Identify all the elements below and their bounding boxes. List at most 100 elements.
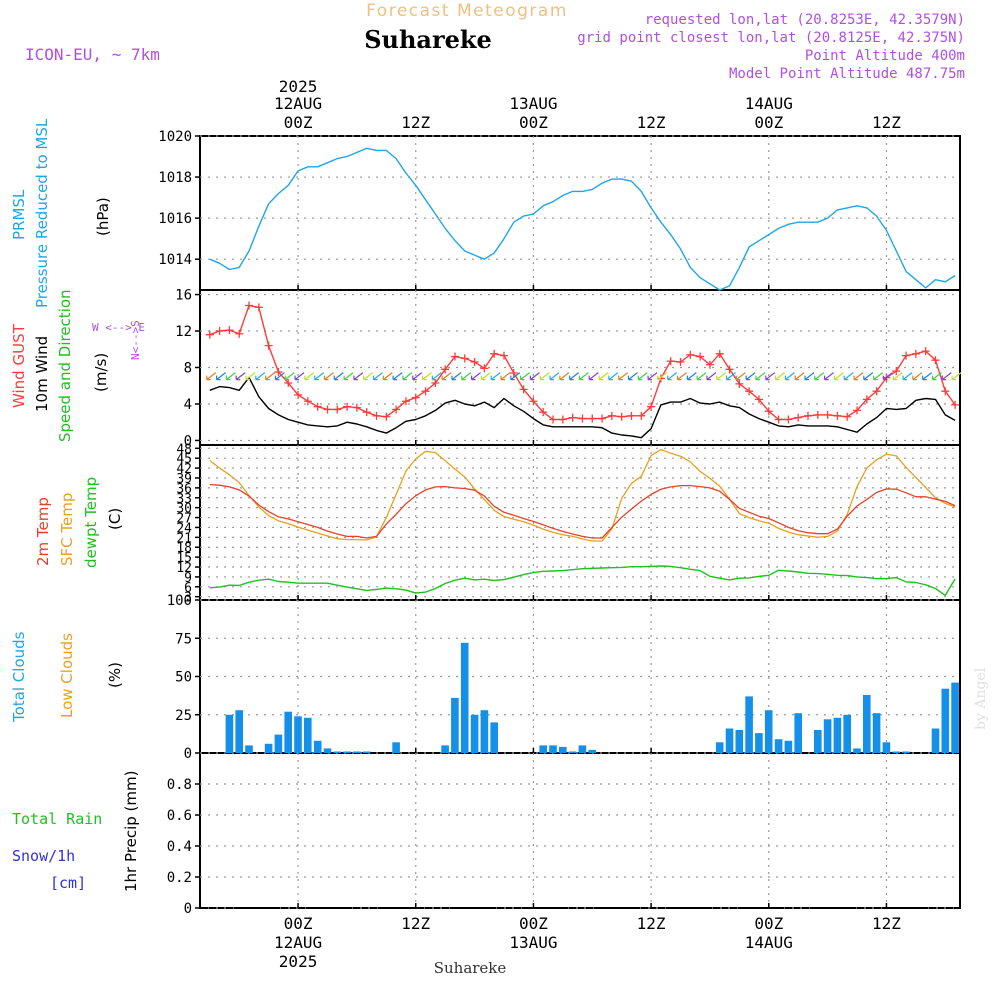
gust-marker bbox=[715, 349, 724, 358]
y-tick-label: 0 bbox=[184, 901, 192, 917]
y-tick-label: 50 bbox=[175, 670, 192, 686]
gust-marker bbox=[617, 412, 626, 421]
wind-speed-line bbox=[209, 376, 956, 439]
wind-direction-arrow bbox=[745, 372, 756, 381]
gust-marker bbox=[725, 365, 734, 374]
time-axis-label: 14AUG bbox=[745, 933, 793, 952]
cloud-bar bbox=[755, 733, 763, 753]
wind-direction-arrow bbox=[284, 372, 295, 381]
wind-direction-arrow bbox=[480, 372, 491, 381]
wind-direction-arrow bbox=[912, 372, 923, 381]
wind-direction-arrow bbox=[696, 372, 707, 381]
wind-direction-arrow bbox=[598, 372, 609, 381]
wind-direction-arrow bbox=[520, 372, 530, 381]
wind-direction-arrow bbox=[618, 372, 629, 381]
wind-direction-arrow bbox=[647, 372, 658, 381]
y-tick-label: 3 bbox=[184, 591, 192, 606]
wind-label: 10m Wind bbox=[33, 336, 51, 412]
cloud-bar bbox=[843, 714, 851, 754]
y-tick-label: 15 bbox=[176, 551, 192, 566]
wind-direction-arrow bbox=[245, 372, 256, 381]
y-tick-label: 45 bbox=[176, 452, 192, 467]
gust-marker bbox=[450, 352, 459, 361]
cloud-bar bbox=[480, 710, 489, 753]
pressure-unit: (hPa) bbox=[94, 197, 112, 236]
wind-direction-arrow bbox=[627, 372, 638, 381]
gust-marker bbox=[323, 405, 332, 414]
wind-direction-arrow bbox=[578, 372, 589, 381]
gust-marker bbox=[892, 367, 901, 376]
wind-direction-arrow bbox=[755, 372, 766, 381]
cloud-bar bbox=[774, 739, 783, 753]
gust-marker bbox=[588, 414, 597, 423]
cloud-bar bbox=[451, 697, 459, 753]
clouds-unit: (%) bbox=[106, 662, 124, 688]
gust-marker bbox=[862, 395, 871, 404]
y-tick-label: 1014 bbox=[158, 252, 192, 268]
y-tick-label: 12 bbox=[175, 324, 192, 340]
wind-direction-arrow bbox=[294, 372, 305, 381]
gust-marker bbox=[441, 365, 450, 374]
gust-marker bbox=[745, 387, 754, 396]
wind-direction-arrow bbox=[323, 372, 334, 381]
wind-panel bbox=[205, 301, 962, 439]
gust-marker bbox=[362, 408, 371, 417]
y-tick-label: 100 bbox=[167, 593, 192, 609]
grid-point-coords: grid point closest lon,lat (20.8125E, 42… bbox=[577, 30, 965, 46]
y-tick-label: 12 bbox=[176, 561, 192, 576]
gust-marker bbox=[705, 360, 714, 369]
pressure-line bbox=[209, 147, 956, 291]
y-tick-label: 33 bbox=[176, 492, 192, 507]
gust-marker bbox=[735, 379, 744, 388]
cloud-bar bbox=[333, 751, 342, 753]
wind-direction-arrow bbox=[922, 372, 933, 381]
cloud-bar bbox=[539, 745, 547, 753]
wind-direction-arrow bbox=[539, 372, 550, 381]
wind-direction-arrow bbox=[265, 372, 276, 381]
gust-marker bbox=[303, 397, 312, 406]
cloud-bar bbox=[745, 696, 753, 753]
gust-marker bbox=[215, 327, 224, 336]
y-tick-label: 36 bbox=[176, 482, 192, 497]
cloud-bar bbox=[225, 714, 234, 754]
gust-marker bbox=[676, 358, 685, 367]
gust-marker bbox=[872, 387, 881, 396]
gust-marker bbox=[578, 414, 587, 423]
wind-direction-arrow bbox=[470, 372, 481, 381]
gust-marker bbox=[774, 415, 783, 424]
y-tick-label: 9 bbox=[184, 571, 192, 586]
wind-direction-arrow bbox=[941, 372, 952, 381]
gust-marker bbox=[460, 354, 469, 363]
wind-direction-arrow bbox=[363, 372, 374, 381]
pressure-label: Pressure Reduced to MSL bbox=[33, 118, 51, 308]
gust-marker bbox=[509, 368, 518, 377]
wind-direction-arrow bbox=[902, 372, 913, 381]
wind-direction-arrow bbox=[372, 372, 383, 381]
gust-marker bbox=[352, 403, 361, 412]
y-tick-label: 8 bbox=[184, 361, 192, 377]
total-clouds-label: Total Clouds bbox=[10, 631, 28, 723]
gust-marker bbox=[568, 413, 577, 422]
gust-marker bbox=[490, 349, 499, 358]
time-axis-label: 00Z bbox=[754, 113, 783, 132]
wind-direction-arrow bbox=[814, 372, 825, 381]
cloud-bar bbox=[931, 728, 940, 753]
wind-direction-arrow bbox=[833, 372, 844, 381]
y-tick-label: 0.8 bbox=[167, 777, 192, 793]
wind-dir-label: Speed and Direction bbox=[56, 289, 74, 442]
cloud-bar bbox=[304, 717, 312, 753]
wind-direction-arrow bbox=[706, 372, 717, 381]
wind-direction-arrow bbox=[873, 372, 884, 381]
gust-marker bbox=[235, 329, 244, 338]
compass-we: W <--> E bbox=[92, 321, 145, 334]
gust-marker bbox=[372, 411, 381, 420]
requested-coords: requested lon,lat (20.8253E, 42.3579N) bbox=[645, 12, 965, 28]
wind-direction-arrow bbox=[588, 372, 599, 381]
cloud-bar bbox=[353, 751, 361, 753]
grid-lines bbox=[200, 135, 960, 909]
t2m-label: 2m Temp bbox=[34, 497, 52, 566]
wind-direction-arrow bbox=[412, 372, 423, 381]
dewpt-label: dewpt Temp bbox=[82, 477, 100, 568]
cloud-bar bbox=[725, 728, 734, 753]
cloud-bar bbox=[470, 714, 479, 754]
